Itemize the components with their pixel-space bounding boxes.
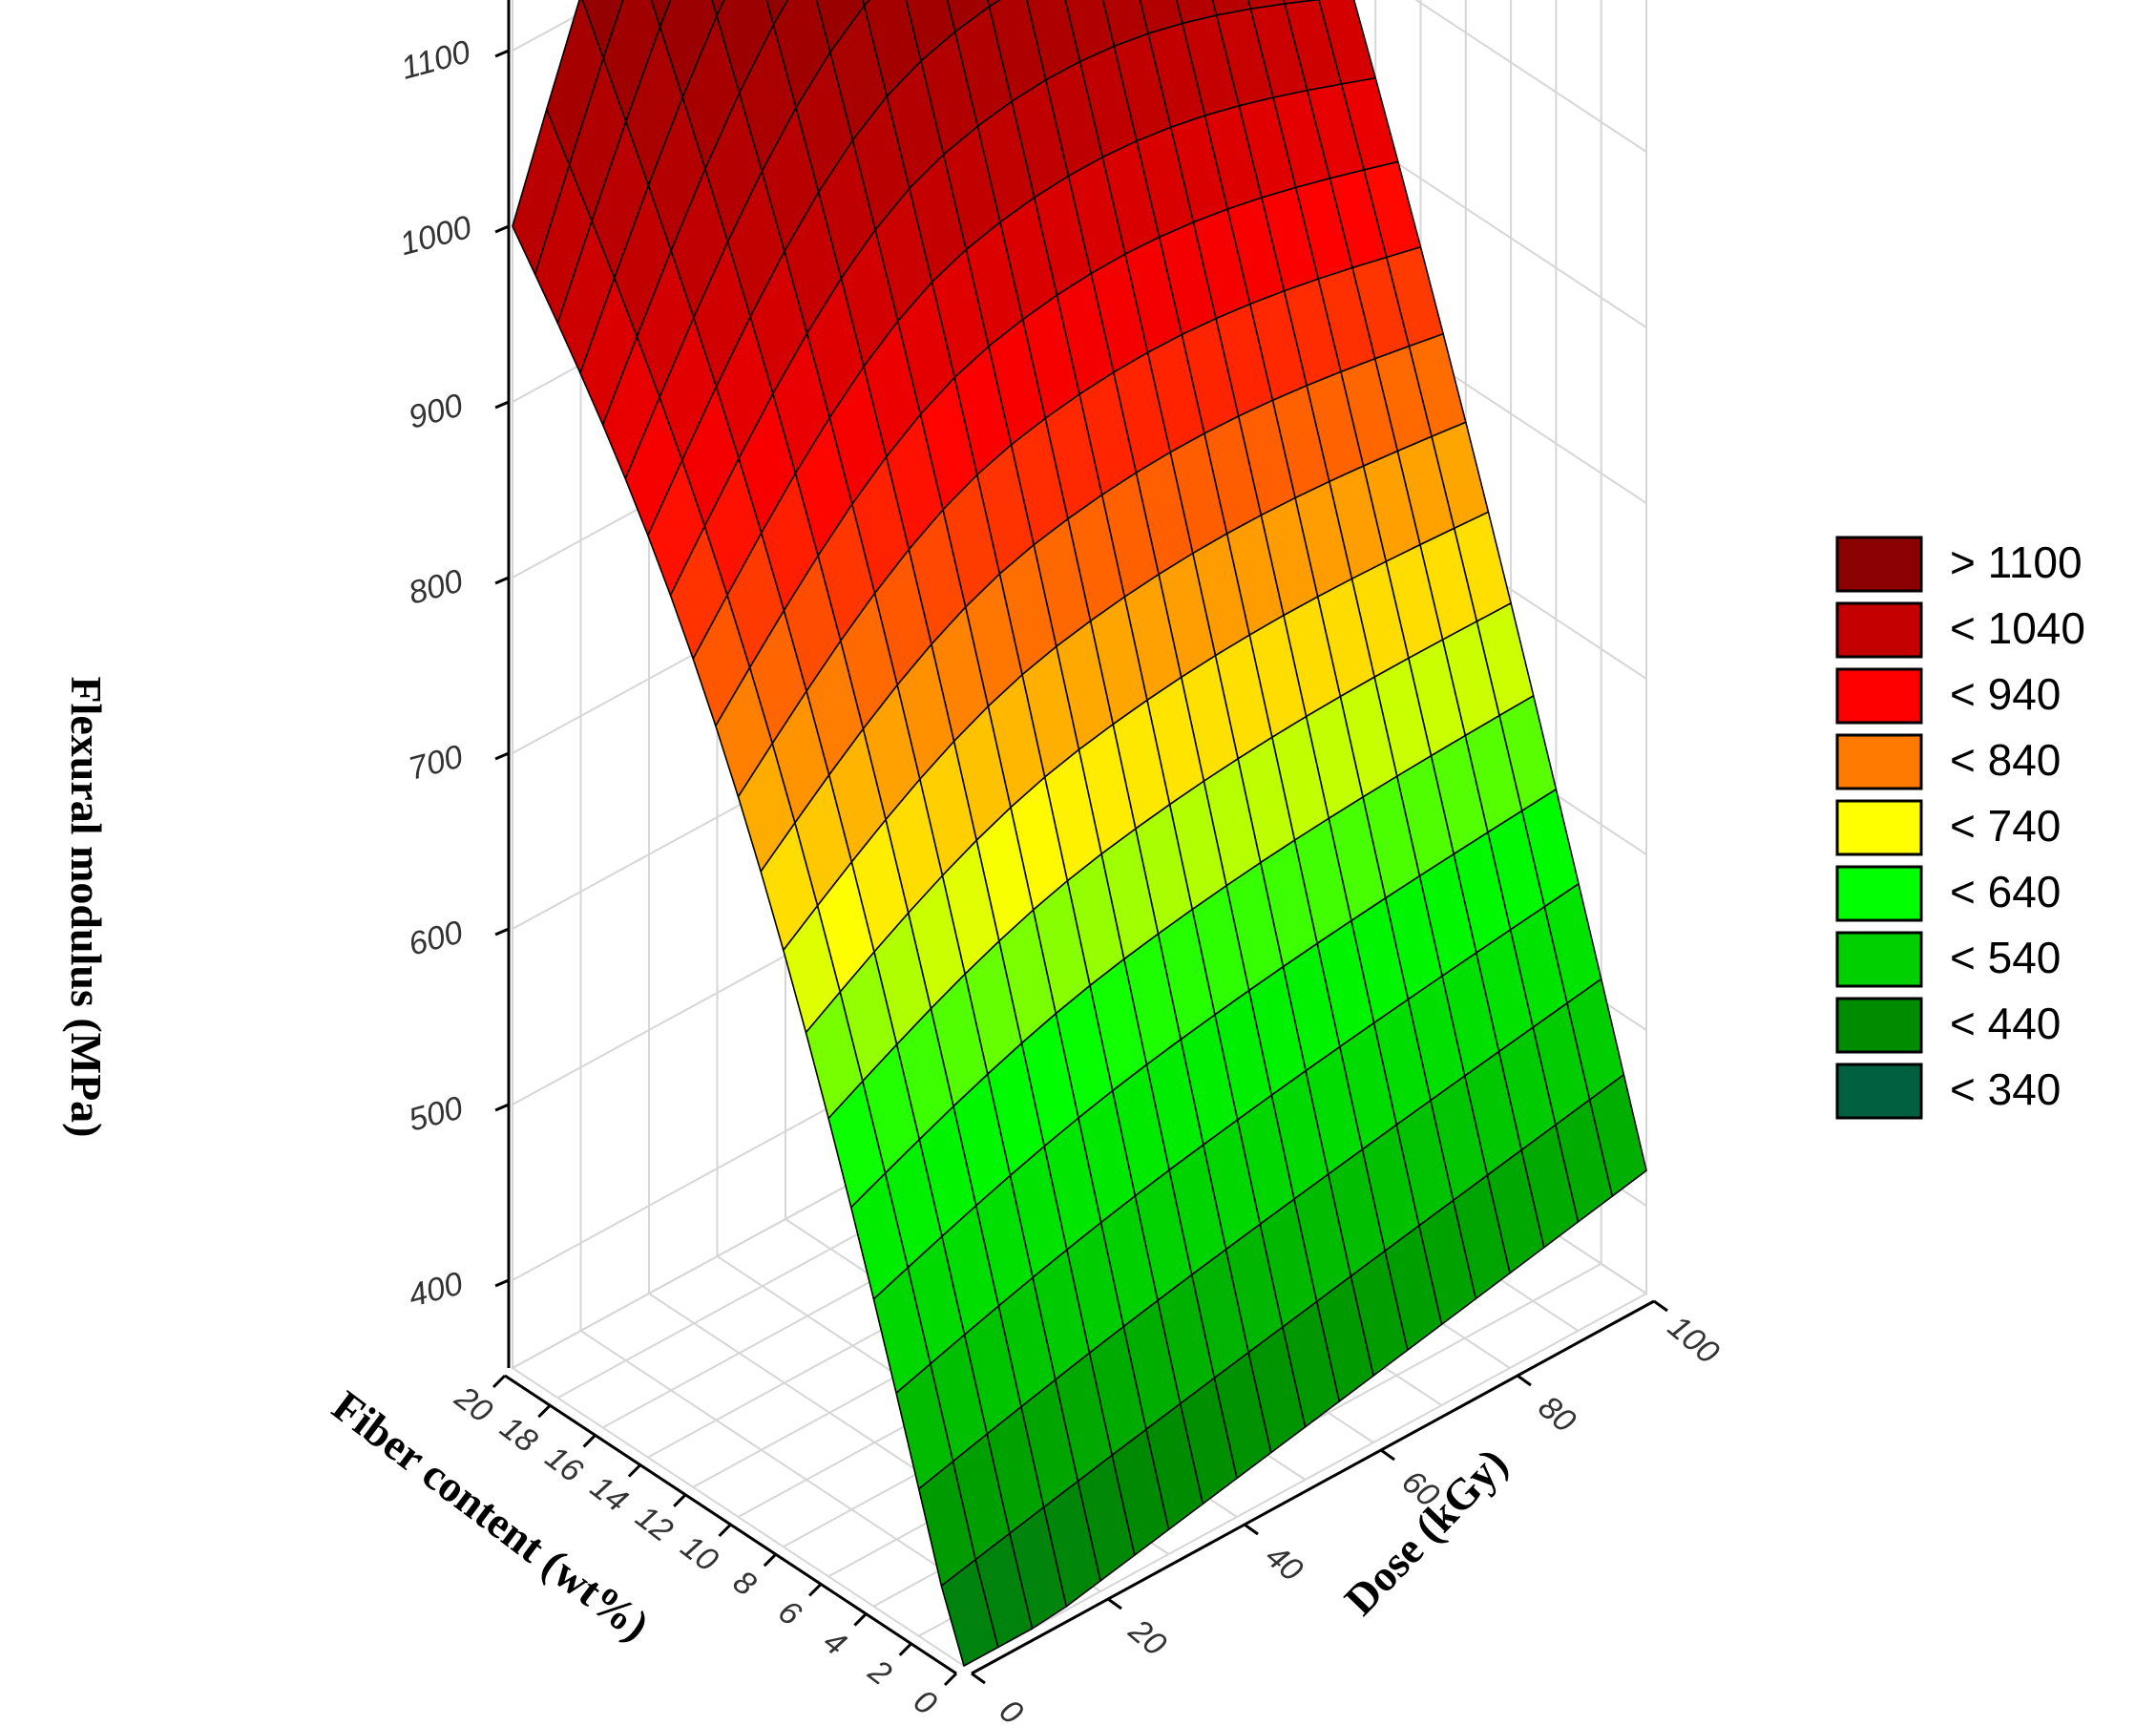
floor-grid-line [963,1293,1647,1667]
z-tick-label: 800 [405,562,467,611]
response-surface [512,0,1647,1667]
legend-label: < 640 [1950,867,2061,916]
legend-swatch [1835,601,1923,659]
surface-cell [650,0,672,29]
z-tick-label: 600 [405,914,467,962]
legend-swatch [1835,865,1923,922]
fiber-tick-label: 10 [674,1528,724,1579]
z-tick [494,576,510,585]
legend-label: < 1040 [1950,603,2085,653]
legend-swatch [1835,667,1923,725]
fiber-tick [898,1642,912,1656]
z-tick [494,1103,510,1112]
fiber-tick-label: 8 [726,1564,763,1604]
legend-swatch [1835,997,1923,1054]
legend-label: < 440 [1950,999,2061,1048]
z-tick [494,1278,510,1288]
legend-label: < 940 [1950,669,2061,719]
z-tick-label: 700 [405,738,467,787]
legend-label: < 740 [1950,801,2061,851]
legend-swatch [1835,733,1923,790]
dose-tick-label: 0 [993,1693,1030,1726]
fiber-tick-label: 20 [448,1379,499,1430]
legend-label: < 340 [1950,1064,2061,1114]
z-tick-label: 1100 [397,33,474,87]
fiber-tick [763,1553,777,1568]
z-tick [494,49,510,58]
z-tick-label: 500 [405,1089,467,1138]
z-tick [494,400,510,410]
fiber-tick-label: 18 [493,1409,544,1460]
z-tick [494,751,510,761]
z-tick-label: 400 [405,1265,467,1314]
z-tick [494,927,510,937]
fiber-tick-label: 4 [817,1623,853,1663]
fiber-tick-label: 12 [629,1499,680,1549]
fiber-tick-label: 2 [861,1652,898,1693]
legend-swatch [1835,799,1923,856]
fiber-tick-label: 16 [538,1439,589,1489]
legend-swatch [1835,1063,1923,1120]
z-tick [494,224,510,234]
dose-tick-label: 20 [1121,1611,1173,1663]
dose-tick [1517,1374,1532,1387]
fiber-tick [537,1404,552,1419]
dose-tick-label: 80 [1532,1389,1582,1440]
fiber-tick-label: 6 [771,1593,807,1633]
x-axis-title: Dose (kGy) [1335,1439,1517,1624]
legend-swatch [1835,536,1923,593]
legend-label: < 540 [1950,933,2061,982]
fiber-tick [853,1612,868,1627]
fiber-tick [582,1434,597,1448]
dose-tick [971,1672,986,1685]
z-tick-label: 1000 [396,209,475,263]
z-tick-label: 900 [405,387,467,435]
grid-line [1414,0,1647,153]
z-axis-title: Flexural modulus (MPa) [62,677,111,1138]
fiber-tick [808,1583,823,1597]
fiber-tick [673,1493,687,1507]
dose-tick [1107,1597,1122,1610]
dose-tick [1244,1523,1259,1536]
fiber-tick [492,1374,507,1389]
dose-axis-line [971,1299,1655,1675]
legend: > 1100 < 1040 < 940 < 840 < 740 < 640 < 540 < 4… [1835,536,2085,1120]
surface-cell [711,0,725,17]
fiber-tick [718,1523,732,1538]
plot-axes [492,0,1668,1687]
fiber-tick-label: 14 [584,1468,635,1519]
fiber-tick-label: 0 [907,1683,943,1723]
dose-tick-label: 40 [1259,1538,1309,1589]
legend-label: < 840 [1950,735,2061,785]
fiber-tick [627,1463,641,1478]
legend-swatch [1835,931,1923,988]
surface-cell [940,1558,999,1667]
dose-tick-label: 100 [1661,1309,1726,1372]
fiber-tick [943,1672,958,1687]
dose-tick [1380,1448,1395,1462]
dose-tick [1653,1299,1668,1313]
legend-label: > 1100 [1950,537,2083,587]
